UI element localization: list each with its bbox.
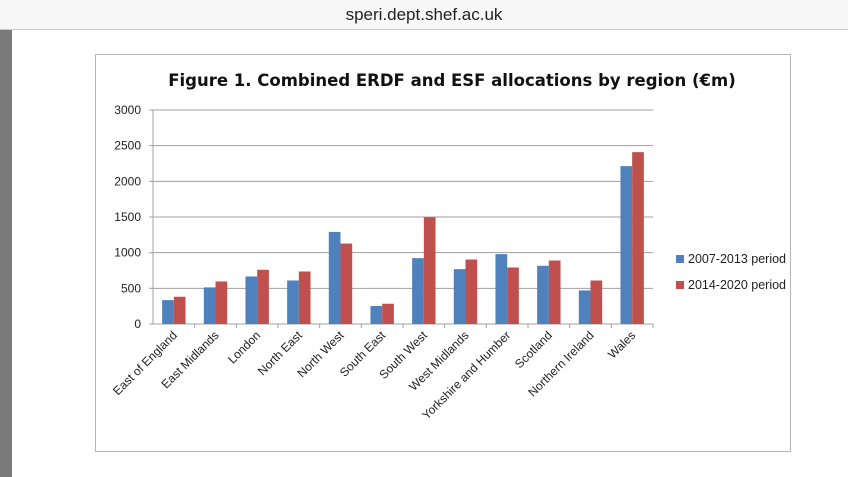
bar-2007-2013 — [412, 258, 424, 324]
url-text: speri.dept.shef.ac.uk — [345, 5, 503, 24]
y-tick-label: 0 — [134, 317, 141, 331]
legend-label: 2014-2020 period — [688, 278, 786, 292]
bar-2014-2020 — [298, 271, 311, 324]
bar-2014-2020 — [548, 260, 561, 324]
x-tick-label: Scotland — [512, 328, 555, 371]
bar-2007-2013 — [245, 276, 258, 324]
bar-2007-2013 — [537, 265, 549, 324]
bar-2014-2020 — [465, 259, 478, 324]
y-tick-label: 1500 — [114, 210, 141, 224]
x-tick-label: London — [225, 328, 263, 366]
legend-swatch — [676, 255, 684, 263]
bar-2007-2013 — [203, 287, 216, 324]
y-tick-label: 3000 — [114, 103, 141, 117]
x-tick-label: Wales — [605, 328, 638, 361]
bar-2014-2020 — [632, 152, 644, 324]
bar-2014-2020 — [257, 269, 269, 324]
y-tick-label: 500 — [121, 281, 141, 295]
legend-swatch — [676, 281, 684, 289]
bar-2014-2020 — [173, 296, 186, 324]
bar-2007-2013 — [287, 280, 299, 324]
bar-2014-2020 — [215, 281, 228, 324]
bar-2007-2013 — [453, 269, 466, 324]
bar-2007-2013 — [162, 300, 174, 324]
bar-2014-2020 — [507, 267, 519, 324]
y-tick-label: 2000 — [114, 174, 141, 188]
browser-address-bar[interactable]: speri.dept.shef.ac.uk — [0, 0, 848, 30]
chart-title: Figure 1. Combined ERDF and ESF allocati… — [168, 71, 736, 90]
bar-2007-2013 — [495, 254, 508, 324]
bar-2014-2020 — [590, 280, 603, 324]
bar-2014-2020 — [382, 303, 394, 324]
y-tick-label: 2500 — [114, 139, 141, 153]
bar-2007-2013 — [620, 166, 633, 324]
legend-label: 2007-2013 period — [688, 252, 786, 266]
left-edge-strip — [0, 30, 12, 477]
bar-2014-2020 — [423, 217, 436, 324]
bar-2007-2013 — [328, 231, 341, 324]
bar-2007-2013 — [578, 290, 591, 324]
bar-2007-2013 — [370, 306, 383, 324]
y-tick-label: 1000 — [114, 246, 141, 260]
bar-2014-2020 — [340, 243, 353, 324]
